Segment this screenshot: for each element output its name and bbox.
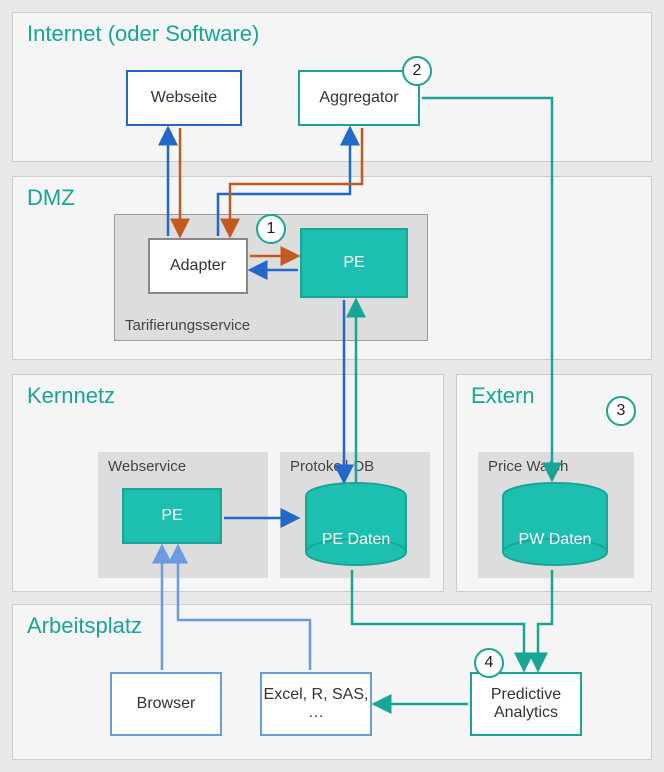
zone-extern-title: Extern	[471, 383, 535, 409]
box-browser: Browser	[110, 672, 222, 736]
subzone-tarif-label: Tarifierungsservice	[125, 317, 250, 334]
badge-3: 3	[606, 396, 636, 426]
box-pe2-label: PE	[161, 507, 182, 525]
zone-internet-title: Internet (oder Software)	[27, 21, 259, 47]
zone-arbeitsplatz-title: Arbeitsplatz	[27, 613, 142, 639]
cylinder-pwdaten: PW Daten	[496, 482, 614, 568]
box-pe-label: PE	[343, 254, 364, 272]
box-webseite: Webseite	[126, 70, 242, 126]
box-excel: Excel, R, SAS, …	[260, 672, 372, 736]
box-aggregator: Aggregator	[298, 70, 420, 126]
zone-dmz-title: DMZ	[27, 185, 75, 211]
box-adapter-label: Adapter	[170, 257, 226, 275]
box-pe: PE	[300, 228, 408, 298]
subzone-webservice-label: Webservice	[108, 458, 186, 475]
box-browser-label: Browser	[137, 695, 196, 713]
box-predictive-label: Predictive Analytics	[472, 686, 580, 722]
badge-2: 2	[402, 56, 432, 86]
box-aggregator-label: Aggregator	[319, 89, 398, 107]
cyl-pwdaten-label: PW Daten	[519, 531, 592, 548]
subzone-pricewatch-label: Price Watch	[488, 458, 568, 475]
badge-1: 1	[256, 214, 286, 244]
box-excel-label: Excel, R, SAS, …	[262, 686, 370, 722]
box-pe2: PE	[122, 488, 222, 544]
box-webseite-label: Webseite	[151, 89, 217, 107]
cyl-pedaten-label: PE Daten	[322, 531, 390, 548]
subzone-protokoll-label: Protokoll-DB	[290, 458, 374, 475]
box-predictive: Predictive Analytics	[470, 672, 582, 736]
cylinder-pedaten: PE Daten	[300, 482, 412, 568]
badge-4: 4	[474, 648, 504, 678]
box-adapter: Adapter	[148, 238, 248, 294]
zone-kernnetz-title: Kernnetz	[27, 383, 115, 409]
